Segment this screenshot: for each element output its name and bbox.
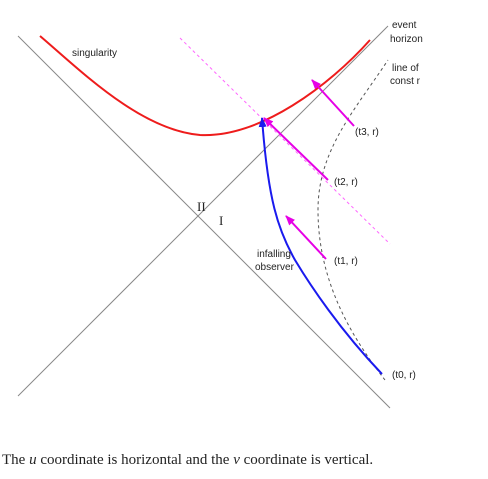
figure-caption: The u coordinate is horizontal and the v…: [2, 452, 488, 469]
signal-arrow-t3: [312, 80, 354, 126]
kruskal-diagram: singularity event horizon line of const …: [0, 0, 488, 420]
region-ii-label: II: [197, 199, 206, 214]
observer-label-line2: observer: [255, 262, 295, 273]
event-horizon-label-line2: horizon: [390, 34, 423, 45]
caption-part2: coordinate is horizontal and the: [37, 452, 234, 468]
caption-v-variable: v: [233, 452, 240, 468]
observer-label-line1: infalling: [257, 249, 291, 260]
outgoing-light-ray: [180, 38, 390, 244]
event-label-t1: (t1, r): [334, 256, 358, 267]
horizon-line-left: [18, 36, 390, 408]
const-r-line: [318, 60, 388, 380]
event-horizon-label-line1: event: [392, 20, 417, 31]
caption-part3: coordinate is vertical.: [240, 452, 373, 468]
event-label-t3: (t3, r): [355, 127, 379, 138]
caption-u-variable: u: [29, 452, 37, 468]
caption-part1: The: [2, 452, 29, 468]
const-r-label-line2: const r: [390, 76, 421, 87]
singularity-label: singularity: [72, 48, 117, 59]
observer-worldline: [262, 118, 382, 374]
region-i-label: I: [219, 213, 223, 228]
event-label-t0: (t0, r): [392, 370, 416, 381]
const-r-label-line1: line of: [392, 63, 419, 74]
event-label-t2: (t2, r): [334, 177, 358, 188]
signal-arrow-t2: [264, 118, 328, 180]
